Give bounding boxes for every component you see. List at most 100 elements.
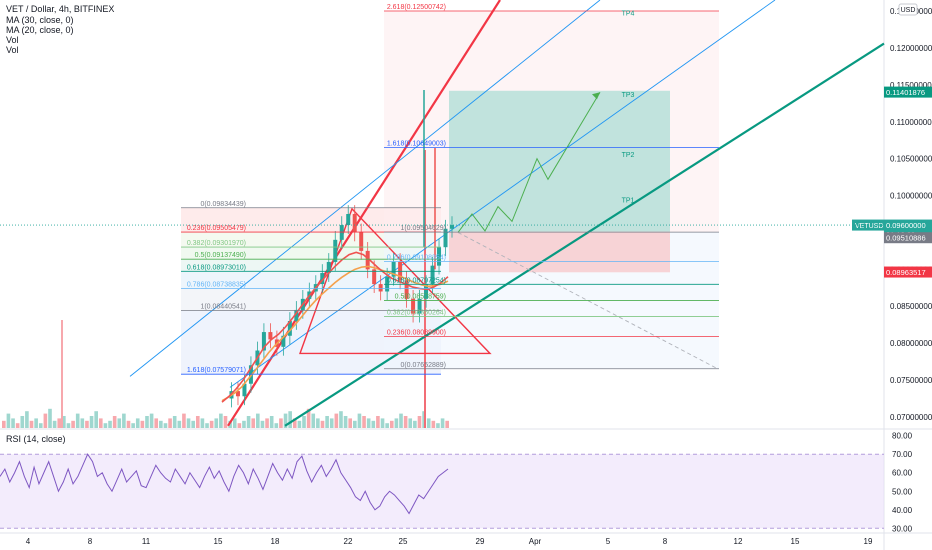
trendline-red-channel[interactable]: [227, 0, 501, 427]
volume-bar: [385, 423, 389, 428]
price-label-value: 0.09600000: [886, 221, 926, 230]
volume-bar: [61, 320, 63, 428]
volume-bar: [43, 413, 48, 428]
fib-left-zone: [181, 288, 441, 311]
ma20-line[interactable]: [221, 251, 449, 403]
rsi-tick: 60.00: [892, 469, 913, 478]
trendline-blue-upper[interactable]: [129, 0, 601, 377]
projection-arrowhead: [592, 92, 600, 100]
price-tick: 0.07500000: [890, 376, 932, 385]
ma30-line[interactable]: [221, 265, 449, 402]
time-tick: 8: [663, 537, 668, 546]
trendline-green-channel[interactable]: [284, 42, 885, 427]
fib-right-label: 0.5(0.08578759): [395, 293, 446, 300]
volume-bar: [48, 408, 52, 428]
volume-bar: [219, 413, 223, 428]
price-tick: 0.11500000: [890, 81, 932, 90]
volume-bar: [20, 416, 25, 428]
indicator-vol-2[interactable]: Vol: [6, 45, 19, 55]
currency-badge-label: USD: [901, 7, 916, 14]
volume-bar: [403, 416, 408, 428]
volume-bar: [85, 420, 89, 428]
candle-body: [365, 250, 370, 270]
fib-left-label: 0.618(0.08973010): [187, 264, 246, 271]
currency-badge[interactable]: USD: [898, 3, 918, 16]
volume-bar: [140, 420, 145, 428]
volume-bar: [357, 413, 362, 428]
position-loss-zone[interactable]: [449, 231, 670, 273]
time-tick: 29: [476, 537, 485, 546]
price-label-level[interactable]: 0.08963517: [884, 266, 932, 278]
projection-path[interactable]: [457, 91, 601, 233]
volume-bar: [408, 418, 413, 428]
candle-body: [443, 228, 448, 248]
volume-bar: [182, 413, 186, 428]
candle-body: [352, 214, 357, 233]
symbol-title[interactable]: VET / Dollar, 4h, BITFINEX: [6, 4, 114, 14]
price-tick: 0.08500000: [890, 302, 932, 311]
volume-bar: [205, 423, 209, 428]
indicator-ma20[interactable]: MA (20, close, 0): [6, 25, 74, 35]
candle-body: [268, 332, 273, 340]
volume-bar: [426, 418, 431, 428]
triangle-pattern[interactable]: [299, 207, 492, 355]
candle-body: [281, 335, 286, 347]
volume-bar: [15, 423, 20, 428]
fib-right-label: 0.786(0.09108354): [387, 254, 446, 261]
volume-bar: [246, 416, 251, 428]
volume-bar: [279, 418, 283, 428]
volume-bar: [29, 420, 34, 428]
symbol-badge-label: VETUSD: [855, 223, 883, 230]
volume-bar: [431, 420, 436, 428]
volume-bar: [329, 418, 334, 428]
price-label-value: 0.09510886: [886, 234, 926, 243]
volume-bar: [316, 418, 320, 428]
volume-bar: [186, 418, 191, 428]
volume-bar: [283, 413, 288, 428]
volume-bar: [232, 418, 237, 428]
time-tick: Apr: [529, 537, 542, 546]
candle-body: [404, 280, 409, 299]
price-label-value: 0.08963517: [886, 268, 926, 277]
price-label-level[interactable]: 0.09510886: [884, 232, 932, 244]
trendline-blue-lower[interactable]: [229, 0, 776, 388]
volume-bar: [11, 418, 15, 428]
volume-bar: [163, 423, 168, 428]
volume-bar: [256, 413, 260, 428]
rsi-line[interactable]: [0, 453, 449, 515]
time-tick: 22: [344, 537, 353, 546]
volume-bar: [75, 413, 80, 428]
volume-bar: [209, 420, 214, 428]
volume-bar: [66, 423, 71, 428]
volume-bar: [445, 420, 449, 428]
volume-bar: [52, 420, 57, 428]
indicator-vol-1[interactable]: Vol: [6, 35, 19, 45]
target-label: TP2: [622, 152, 635, 159]
volume-bar: [126, 420, 131, 428]
fib-right-label: 1(0.09504629): [400, 225, 446, 232]
fib-right-label: 1.618(0.10649003): [387, 141, 446, 148]
volume-bar: [339, 411, 343, 428]
rsi-title[interactable]: RSI (14, close): [6, 434, 66, 444]
rsi-tick: 50.00: [892, 487, 913, 496]
volume-bar: [159, 420, 163, 428]
candle-body: [450, 225, 454, 229]
candle-body: [424, 284, 429, 299]
volume-bar: [251, 418, 256, 428]
volume-bar: [242, 420, 246, 428]
volume-bar: [366, 418, 371, 428]
time-tick: 5: [606, 537, 611, 546]
volume-bar: [237, 423, 242, 428]
volume-bar: [376, 416, 380, 428]
fib-right-label: 2.618(0.12500742): [387, 4, 446, 11]
indicator-ma30[interactable]: MA (30, close, 0): [6, 15, 74, 25]
volume-bar: [38, 423, 43, 428]
price-label-bg: [884, 86, 932, 98]
volume-bar: [348, 418, 353, 428]
time-tick: 18: [271, 537, 280, 546]
price-label-level[interactable]: 0.11401876: [884, 86, 932, 98]
volume-bar: [311, 413, 316, 428]
price-tick: 0.07000000: [890, 413, 932, 422]
position-profit-zone[interactable]: [449, 90, 670, 232]
